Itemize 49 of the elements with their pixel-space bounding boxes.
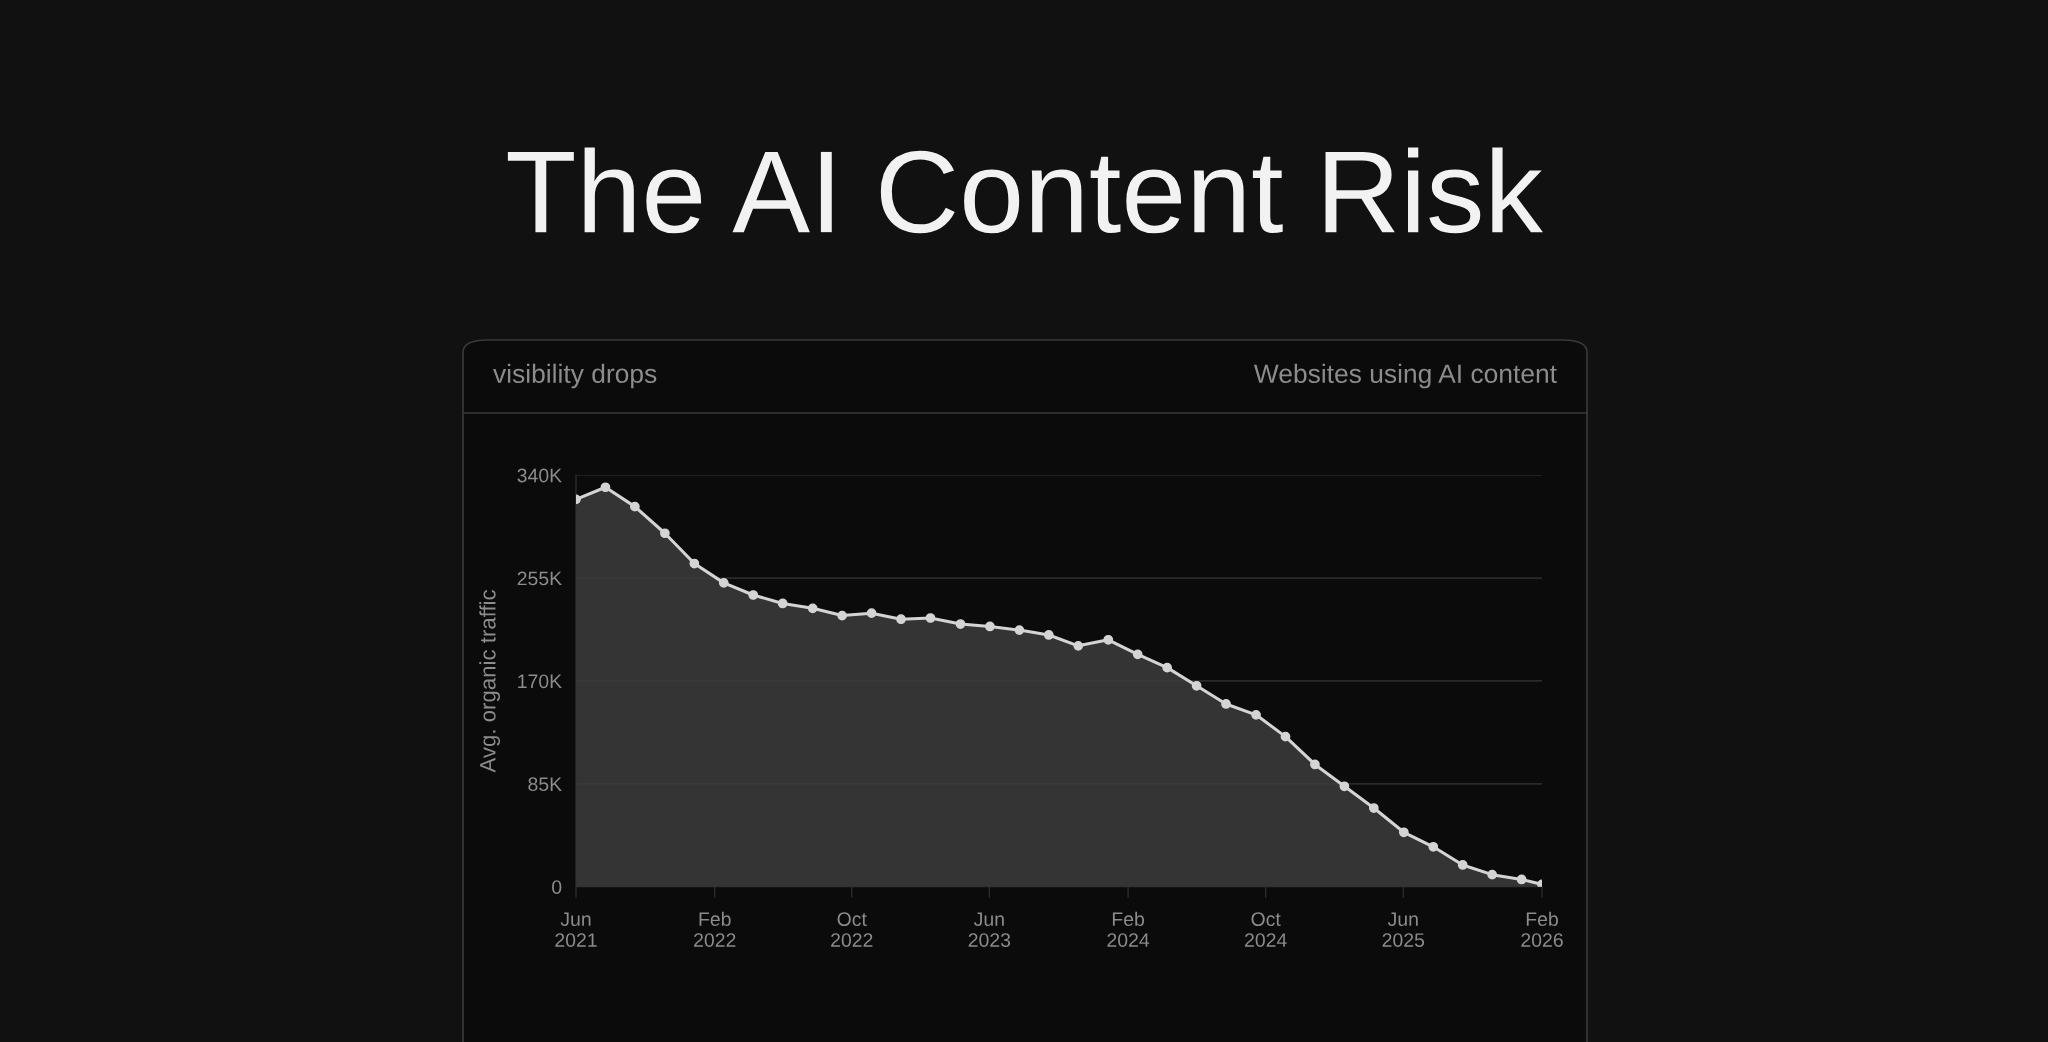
point	[1103, 634, 1114, 645]
y-tick-label: 340K	[517, 468, 562, 483]
point	[660, 528, 670, 539]
y-tick-label: 255K	[517, 571, 562, 586]
point	[1221, 699, 1231, 709]
y-tick-label: 85K	[528, 777, 562, 792]
x-tick-label: Feb 2024	[1107, 911, 1150, 947]
point	[777, 598, 788, 609]
x-tick-label: Jun 2021	[555, 912, 597, 947]
point	[630, 501, 640, 512]
point	[1251, 709, 1261, 720]
point	[748, 590, 759, 600]
point	[718, 578, 729, 588]
point	[1162, 662, 1173, 673]
point	[1310, 759, 1320, 770]
x-tick-label: Feb 2022	[694, 911, 736, 947]
x-tick-label: Oct 2022	[831, 912, 873, 947]
y-tick-label: 0	[552, 880, 562, 894]
point	[1132, 649, 1143, 660]
point	[1073, 640, 1084, 651]
y-axis-title: Avg. organic traffic	[479, 589, 501, 773]
point	[1457, 860, 1468, 870]
text: Websites using AI content	[1253, 363, 1557, 389]
point	[689, 558, 700, 569]
point	[600, 482, 611, 493]
point	[1280, 731, 1291, 742]
x-tick-label: Oct 2024	[1245, 912, 1287, 947]
point	[1368, 803, 1379, 813]
point	[837, 610, 847, 621]
x-tick-label: Feb 2026	[1521, 911, 1563, 947]
point	[1014, 625, 1025, 635]
point	[1191, 680, 1202, 691]
point	[866, 608, 877, 619]
chart-subtitle: visibility drops	[493, 363, 657, 389]
point	[1487, 869, 1498, 880]
point	[1516, 874, 1527, 885]
point	[925, 613, 936, 623]
point	[1339, 781, 1350, 792]
chart-title: The AI Content Risk	[507, 147, 1543, 234]
point	[1043, 630, 1054, 640]
x-tick-label: Jun 2025	[1382, 912, 1425, 947]
point	[985, 621, 995, 632]
y-tick-label: 170K	[518, 674, 562, 689]
point	[1428, 841, 1439, 852]
point	[896, 614, 906, 625]
point	[955, 619, 966, 629]
point	[807, 603, 818, 614]
x-tick-label: Jun 2023	[968, 912, 1011, 947]
point	[1398, 827, 1409, 838]
